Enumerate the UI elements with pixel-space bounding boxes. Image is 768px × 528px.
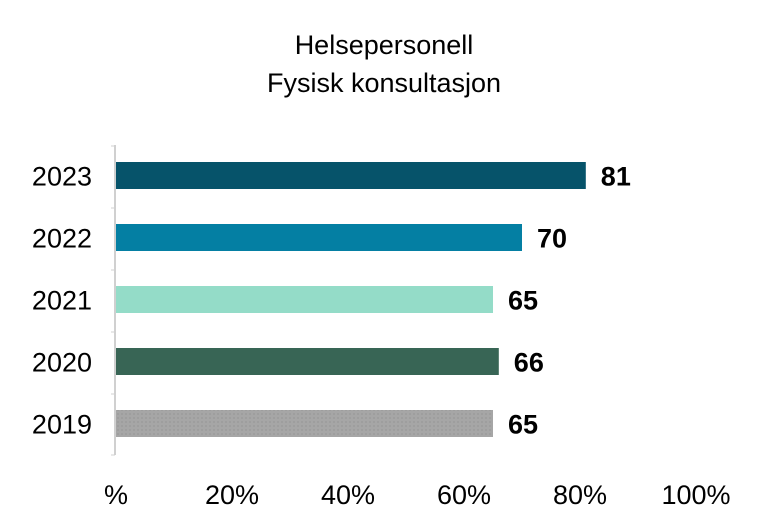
- x-tick-label: 100%: [661, 480, 730, 510]
- data-label: 65: [508, 286, 538, 316]
- x-tick-label: 40%: [321, 480, 375, 510]
- y-tick-label: 2021: [32, 286, 92, 316]
- y-tick-label: 2020: [32, 348, 92, 378]
- bar-2019: [116, 410, 493, 437]
- data-label: 66: [514, 348, 544, 378]
- data-label: 70: [537, 224, 567, 254]
- chart-title-line2: Fysisk konsultasjon: [266, 68, 502, 98]
- y-tick-label: 2023: [32, 162, 92, 192]
- x-tick-label: 60%: [437, 480, 491, 510]
- x-tick-label: %: [104, 480, 128, 510]
- bar-2021: [116, 286, 493, 313]
- x-tick-label: 20%: [205, 480, 259, 510]
- data-label: 65: [508, 410, 538, 440]
- bar-2022: [116, 224, 522, 251]
- bar-2023: [116, 162, 586, 189]
- chart-title-line1: Helsepersonell: [294, 30, 474, 60]
- data-label: 81: [601, 162, 631, 192]
- x-tick-label: 80%: [553, 480, 607, 510]
- y-tick-label: 2019: [32, 410, 92, 440]
- y-tick-label: 2022: [32, 224, 92, 254]
- bar-2020: [116, 348, 499, 375]
